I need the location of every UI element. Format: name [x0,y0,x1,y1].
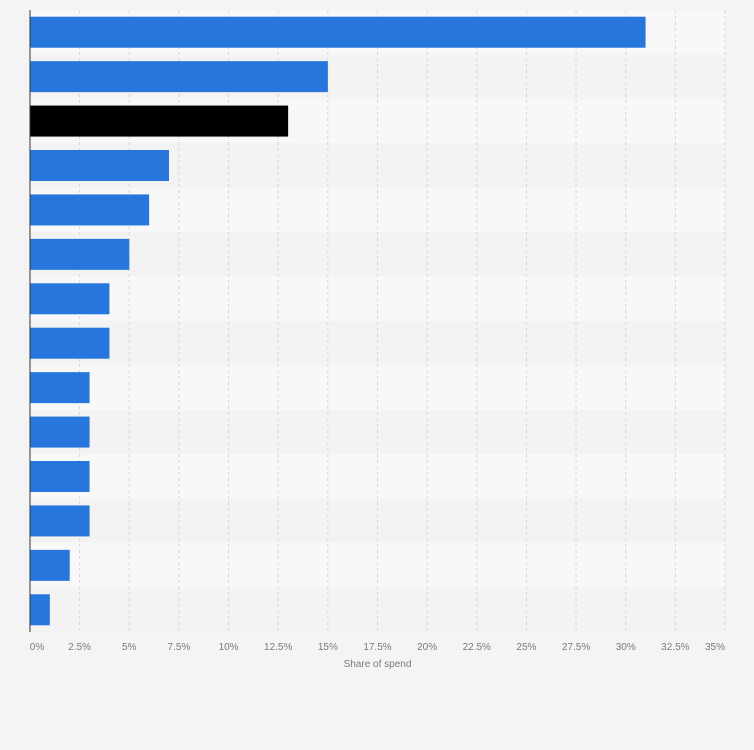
x-tick-label: 22.5% [463,642,491,653]
bar [30,61,328,93]
bar [30,16,646,48]
bar [30,105,289,137]
x-tick-label: 7.5% [168,642,191,653]
bar [30,238,130,270]
x-tick-label: 2.5% [68,642,91,653]
x-tick-label: 20% [417,642,437,653]
x-tick-label: 12.5% [264,642,292,653]
x-tick-label: 35% [705,642,725,653]
bar [30,505,90,537]
x-tick-label: 0% [30,642,45,653]
bar [30,194,150,226]
bar [30,549,70,581]
bar [30,372,90,404]
x-tick-label: 5% [122,642,137,653]
x-tick-label: 10% [219,642,239,653]
x-tick-label: 27.5% [562,642,590,653]
x-tick-label: 15% [318,642,338,653]
bars [30,16,646,626]
bar [30,461,90,492]
x-axis-title: Share of spend [344,659,412,670]
bar [30,283,110,315]
x-tick-label: 30% [616,642,636,653]
bar [30,150,169,181]
bar [30,327,110,359]
bar [30,416,90,448]
x-tick-label: 25% [516,642,536,653]
x-tick-label: 32.5% [661,642,689,653]
bar [30,594,50,626]
x-tick-label: 17.5% [363,642,391,653]
x-tick-labels: 0% 2.5% 5% 7.5% 10% 12.5% 15% 17.5% 20% 22.5% 25% 2… [30,642,725,653]
